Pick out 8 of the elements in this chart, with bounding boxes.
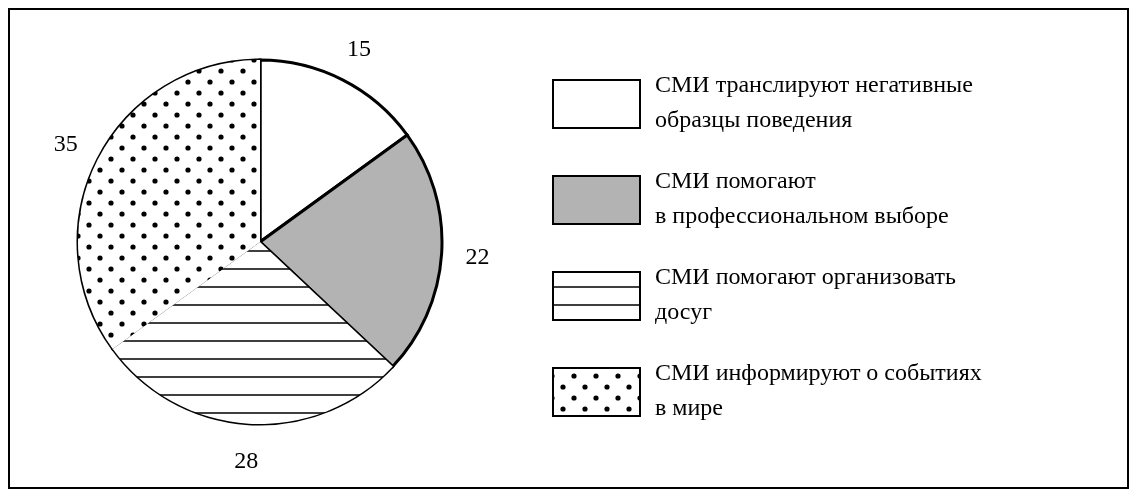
legend-label: СМИ транслируют негативные образцы поведения	[655, 71, 973, 132]
data-label: 35	[53, 130, 78, 157]
legend-label: СМИ информируют о событиях в мире	[655, 359, 982, 420]
legend-label: СМИ помогают в профессиональном выборе	[655, 167, 949, 228]
data-label: 28	[234, 446, 259, 473]
data-label: 15	[346, 34, 371, 61]
data-label: 22	[465, 242, 490, 269]
legend-label: СМИ помогают организовать досуг	[655, 263, 956, 324]
